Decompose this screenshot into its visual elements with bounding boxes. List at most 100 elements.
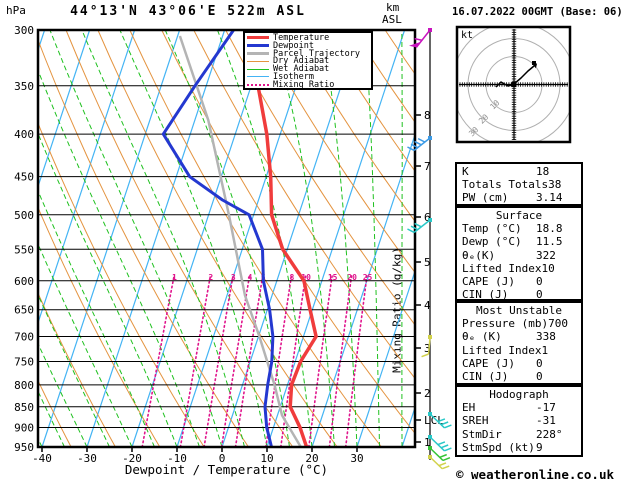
svg-text:20: 20 — [305, 452, 318, 465]
panel-row-label: CIN (J) — [462, 288, 509, 302]
panel-row-label: CIN (J) — [462, 369, 509, 383]
panel-row-value: 3.14 — [536, 191, 563, 205]
panel-row-label: StmSpd (kt) — [462, 440, 535, 454]
legend-item-label: Parcel Trajectory — [273, 48, 360, 59]
pressure-unit-label: hPa — [6, 4, 26, 17]
panel-row-label: EH — [462, 401, 476, 415]
panel-row-value: 0 — [536, 274, 543, 288]
panel-row-value: 18.8 — [536, 222, 563, 236]
svg-text:400: 400 — [14, 128, 34, 141]
panel-row-label: Pressure (mb) — [462, 317, 549, 331]
hodograph-stats-rows: EH -17 SREH -31 StmDir 228° StmSpd (kt) 9 — [457, 401, 581, 454]
svg-text:10: 10 — [260, 452, 273, 465]
wind-barb — [421, 335, 432, 358]
wind-barb — [428, 446, 451, 462]
panel-row-value: 338 — [536, 330, 556, 344]
svg-text:-30: -30 — [77, 452, 97, 465]
legend: Temperature Dewpoint Parcel Trajectory Dry … — [243, 31, 373, 90]
panel-row-value: 10 — [541, 261, 555, 275]
panel-row-label: θₑ(K) — [462, 248, 496, 262]
wind-barb — [428, 435, 452, 452]
svg-text:550: 550 — [14, 243, 34, 256]
panel-row: Temp (°C) 18.8 — [457, 222, 581, 235]
legend-item: Temperature — [247, 34, 369, 42]
panel-row-label: Totals Totals — [462, 178, 549, 192]
panel-row-label: Dewp (°C) — [462, 235, 522, 249]
series-temperature — [254, 29, 318, 448]
svg-text:500: 500 — [14, 209, 34, 222]
svg-text:800: 800 — [14, 379, 34, 392]
wind-barb — [409, 28, 432, 48]
svg-text:2: 2 — [424, 387, 431, 400]
wind-barb — [407, 136, 432, 152]
svg-text:8: 8 — [290, 273, 295, 282]
panel-row-value: 0 — [536, 356, 543, 370]
panel-row: PW (cm) 3.14 — [457, 191, 581, 204]
series-dewpoint — [161, 29, 275, 448]
svg-text:4: 4 — [424, 299, 431, 312]
panel-row-value: 9 — [536, 440, 543, 454]
panel-row-label: Lifted Index — [462, 343, 542, 357]
panel-row: EH -17 — [457, 401, 581, 414]
panel-row-label: CAPE (J) — [462, 356, 515, 370]
svg-text:5: 5 — [424, 256, 431, 269]
svg-text:3: 3 — [231, 273, 236, 282]
svg-text:10: 10 — [301, 273, 311, 282]
panel-row: θₑ (K) 338 — [457, 330, 581, 343]
svg-text:0: 0 — [219, 452, 226, 465]
legend-item: Parcel Trajectory — [247, 48, 369, 59]
svg-text:350: 350 — [14, 80, 34, 93]
asl-axis-label: ASL — [382, 13, 402, 26]
legend-item: Isotherm — [247, 73, 369, 81]
svg-text:300: 300 — [14, 24, 34, 37]
svg-text:850: 850 — [14, 401, 34, 414]
panel-row: Pressure (mb) 700 — [457, 317, 581, 330]
panel-row: Lifted Index 10 — [457, 262, 581, 275]
svg-text:2: 2 — [208, 273, 213, 282]
svg-text:950: 950 — [14, 441, 34, 454]
panel-row: CIN (J) 0 — [457, 370, 581, 383]
panel-row-label: SREH — [462, 414, 489, 428]
panel-row-value: 228° — [536, 427, 563, 441]
panel-row-value: 700 — [548, 317, 568, 331]
legend-swatch — [247, 36, 269, 40]
surface-rows: Temp (°C) 18.8 Dewp (°C) 11.5 θₑ(K) 322 Lifted… — [457, 222, 581, 301]
legend-rows: Temperature Dewpoint Parcel Trajectory Dry … — [247, 34, 369, 89]
panel-row-value: 38 — [548, 178, 562, 192]
panel-indices: K 18 Totals Totals 38 PW (cm) 3.14 — [455, 162, 583, 206]
series-parcel-trajectory — [178, 35, 302, 448]
panel-row-label: K — [462, 165, 469, 178]
panel-row-label: PW (cm) — [462, 191, 509, 205]
legend-swatch — [247, 68, 269, 70]
panel-row-label: θₑ (K) — [462, 330, 502, 344]
panel-surface: Surface Temp (°C) 18.8 Dewp (°C) 11.5 θₑ(K) 3… — [455, 206, 583, 301]
panel-hodograph-stats: Hodograph EH -17 SREH -31 StmDir 228° StmSpd (… — [455, 385, 583, 457]
svg-text:7: 7 — [424, 160, 431, 173]
wind-barb — [407, 218, 432, 234]
svg-text:3: 3 — [424, 342, 431, 355]
panel-row: CIN (J) 0 — [457, 288, 581, 301]
panel-row-label: Lifted Index — [462, 261, 542, 275]
legend-item: Wet Adiabat — [247, 65, 369, 73]
legend-item-label: Mixing Ratio — [273, 79, 335, 90]
panel-row: Lifted Index 1 — [457, 344, 581, 357]
hodograph-panel-title: Hodograph — [489, 388, 549, 401]
panel-row-value: -31 — [536, 414, 556, 428]
surface-panel-title: Surface — [495, 209, 543, 222]
legend-item-label: Wet Adiabat — [273, 64, 330, 75]
svg-text:30: 30 — [350, 452, 363, 465]
wind-barb — [428, 455, 450, 470]
panel-row-label: StmDir — [462, 427, 502, 441]
panel-row: CAPE (J) 0 — [457, 275, 581, 288]
legend-item: Dewpoint — [247, 41, 369, 50]
wind-barb — [428, 412, 452, 429]
indices-rows: K 18 Totals Totals 38 PW (cm) 3.14 — [457, 165, 581, 205]
panel-row: SREH -31 — [457, 414, 581, 427]
hodograph-unit-label: kt — [461, 30, 474, 41]
panel-row-value: 322 — [536, 248, 556, 262]
panel-row-value: 1 — [541, 343, 549, 357]
svg-text:600: 600 — [14, 275, 34, 288]
panel-row-value: 18 — [536, 165, 550, 178]
